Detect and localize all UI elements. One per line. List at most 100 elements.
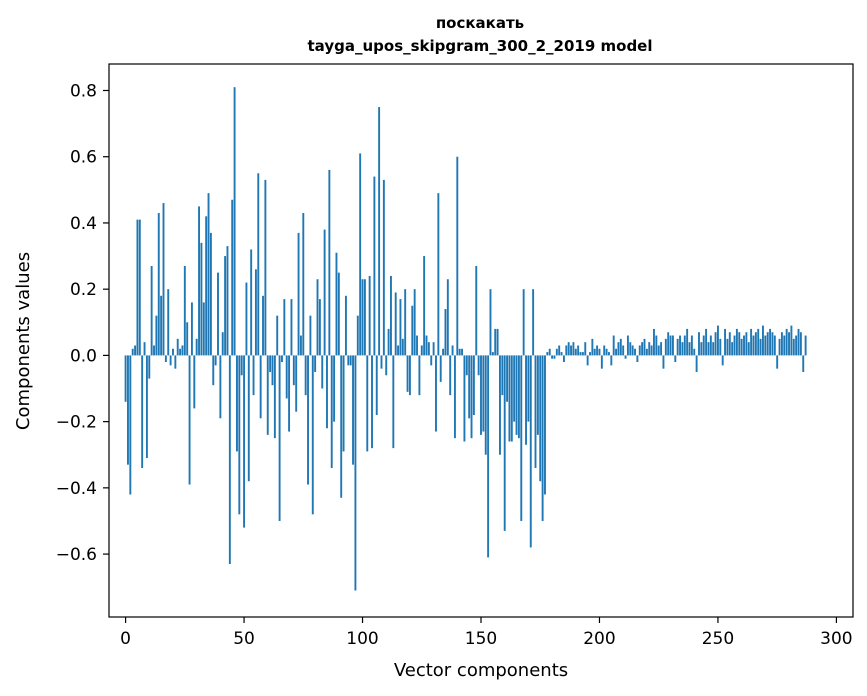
bar bbox=[735, 328, 738, 356]
bar bbox=[264, 179, 267, 356]
bar bbox=[626, 335, 629, 356]
bar bbox=[221, 332, 224, 356]
bar bbox=[214, 355, 217, 366]
bar bbox=[127, 355, 129, 465]
bar bbox=[766, 332, 769, 356]
bar bbox=[321, 355, 324, 389]
bar bbox=[570, 345, 572, 356]
bar bbox=[356, 315, 359, 356]
bar bbox=[444, 309, 447, 356]
bar bbox=[456, 156, 459, 356]
bar bbox=[290, 299, 293, 356]
bar bbox=[318, 299, 321, 356]
bar bbox=[344, 295, 347, 356]
bar bbox=[295, 355, 298, 412]
y-tick-label: −0.2 bbox=[56, 413, 97, 433]
bar bbox=[797, 328, 800, 356]
bar bbox=[472, 355, 475, 415]
bar bbox=[525, 355, 527, 445]
bar bbox=[489, 289, 492, 356]
bar bbox=[408, 355, 411, 396]
chart-title: поскакать bbox=[436, 14, 524, 32]
bar bbox=[546, 352, 549, 356]
bar bbox=[629, 342, 632, 356]
bar bbox=[169, 355, 172, 366]
bar bbox=[259, 355, 262, 419]
bar bbox=[769, 328, 772, 356]
x-axis-ticks: 0 50 100 150 200 250 300 bbox=[120, 617, 853, 649]
bar bbox=[378, 107, 381, 356]
bar bbox=[347, 355, 350, 366]
bar bbox=[605, 348, 608, 356]
bar bbox=[764, 335, 767, 356]
bar bbox=[515, 355, 518, 435]
bar bbox=[281, 355, 283, 363]
bars-group bbox=[124, 87, 807, 591]
bar bbox=[136, 219, 139, 356]
bar bbox=[160, 295, 163, 356]
bar bbox=[150, 265, 153, 356]
bar bbox=[425, 335, 428, 356]
bar bbox=[802, 355, 805, 372]
bar bbox=[608, 352, 610, 356]
bar bbox=[174, 355, 177, 369]
bar bbox=[352, 355, 354, 465]
bar bbox=[586, 355, 589, 366]
x-tick-label: 100 bbox=[346, 629, 378, 649]
bar bbox=[359, 153, 362, 356]
bar bbox=[510, 355, 513, 442]
bar bbox=[413, 289, 416, 356]
bar bbox=[548, 348, 551, 356]
bar bbox=[477, 355, 480, 376]
bar bbox=[622, 345, 625, 356]
bar bbox=[311, 355, 314, 515]
bar bbox=[698, 332, 700, 356]
y-axis-label: Components values bbox=[13, 252, 34, 430]
bar bbox=[577, 345, 580, 356]
bar bbox=[773, 335, 776, 356]
bar bbox=[709, 335, 712, 356]
bar bbox=[371, 355, 373, 449]
bar bbox=[252, 355, 255, 396]
bar bbox=[453, 355, 456, 439]
x-axis-label: Vector components bbox=[394, 660, 568, 681]
bar bbox=[432, 342, 435, 356]
bar bbox=[634, 348, 636, 356]
bar bbox=[733, 335, 736, 356]
bar bbox=[544, 355, 546, 495]
bar bbox=[560, 352, 563, 356]
bar bbox=[394, 292, 397, 356]
bar bbox=[190, 302, 193, 356]
bar bbox=[257, 173, 260, 356]
bar bbox=[624, 355, 627, 359]
bar bbox=[385, 355, 388, 376]
bar bbox=[304, 355, 307, 396]
bar bbox=[470, 355, 473, 439]
bar bbox=[534, 355, 537, 468]
bar bbox=[463, 355, 466, 442]
bar bbox=[690, 335, 693, 356]
bar bbox=[302, 213, 305, 356]
bar bbox=[499, 355, 501, 455]
bar bbox=[278, 355, 281, 521]
bar bbox=[228, 355, 231, 565]
bar bbox=[226, 246, 229, 356]
bar bbox=[565, 345, 568, 356]
bar bbox=[411, 305, 414, 356]
x-tick-label: 0 bbox=[120, 629, 131, 649]
bar bbox=[750, 328, 753, 356]
bar bbox=[368, 275, 371, 356]
bar bbox=[458, 348, 461, 356]
bar bbox=[714, 332, 717, 356]
bar bbox=[496, 328, 499, 356]
bar bbox=[155, 315, 158, 356]
y-tick-label: 0.4 bbox=[70, 214, 97, 234]
bar bbox=[693, 348, 696, 356]
bar bbox=[679, 335, 681, 356]
bar bbox=[181, 345, 184, 356]
bar bbox=[619, 338, 622, 356]
bar bbox=[245, 282, 248, 356]
bar bbox=[541, 355, 544, 521]
x-tick-label: 50 bbox=[233, 629, 255, 649]
bar bbox=[740, 338, 743, 356]
